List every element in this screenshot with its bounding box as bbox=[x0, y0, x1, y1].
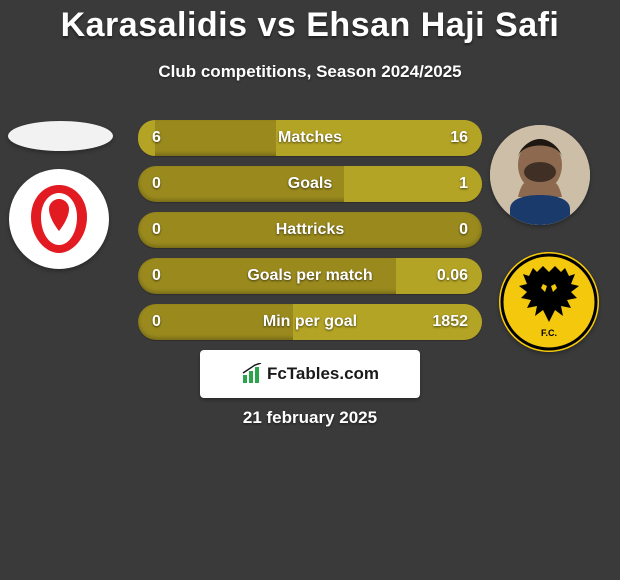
stat-right-value: 16 bbox=[450, 120, 468, 156]
chart-icon bbox=[241, 363, 263, 385]
svg-text:F.C.: F.C. bbox=[541, 328, 557, 338]
right-club-crest: F.C. bbox=[499, 252, 599, 352]
stat-right-value: 1 bbox=[459, 166, 468, 202]
left-club-crest bbox=[19, 179, 99, 259]
stat-row: 01852Min per goal bbox=[138, 304, 482, 340]
comparison-bars: 616Matches01Goals00Hattricks00.06Goals p… bbox=[138, 120, 482, 350]
stat-left-value: 0 bbox=[152, 258, 161, 294]
person-icon bbox=[490, 125, 590, 225]
logo-text: FcTables.com bbox=[267, 364, 379, 384]
stat-row: 01Goals bbox=[138, 166, 482, 202]
stat-right-value: 0.06 bbox=[437, 258, 468, 294]
stat-right-value: 1852 bbox=[432, 304, 468, 340]
stat-row: 616Matches bbox=[138, 120, 482, 156]
stat-left-value: 6 bbox=[152, 120, 161, 156]
stat-left-value: 0 bbox=[152, 304, 161, 340]
stat-row: 00.06Goals per match bbox=[138, 258, 482, 294]
comparison-card: Karasalidis vs Ehsan Haji Safi Club comp… bbox=[0, 0, 620, 580]
stat-row: 0 0Hattricks bbox=[138, 212, 482, 248]
stat-right-value: 0 bbox=[459, 212, 468, 248]
subtitle: Club competitions, Season 2024/2025 bbox=[0, 62, 620, 82]
stat-label: Hattricks bbox=[138, 212, 482, 248]
page-title: Karasalidis vs Ehsan Haji Safi bbox=[0, 6, 620, 45]
left-player-avatar bbox=[8, 121, 113, 151]
avatar-placeholder bbox=[490, 125, 590, 225]
stat-left-value: 0 bbox=[152, 166, 161, 202]
left-club-badge bbox=[9, 169, 109, 269]
site-logo-box: FcTables.com bbox=[200, 350, 420, 398]
stat-left-value: 0 bbox=[152, 212, 161, 248]
footer-date: 21 february 2025 bbox=[0, 408, 620, 428]
right-player-avatar bbox=[490, 125, 590, 225]
right-club-badge: F.C. bbox=[499, 252, 599, 352]
left-club-icon bbox=[19, 179, 99, 259]
right-club-icon: F.C. bbox=[499, 252, 599, 352]
